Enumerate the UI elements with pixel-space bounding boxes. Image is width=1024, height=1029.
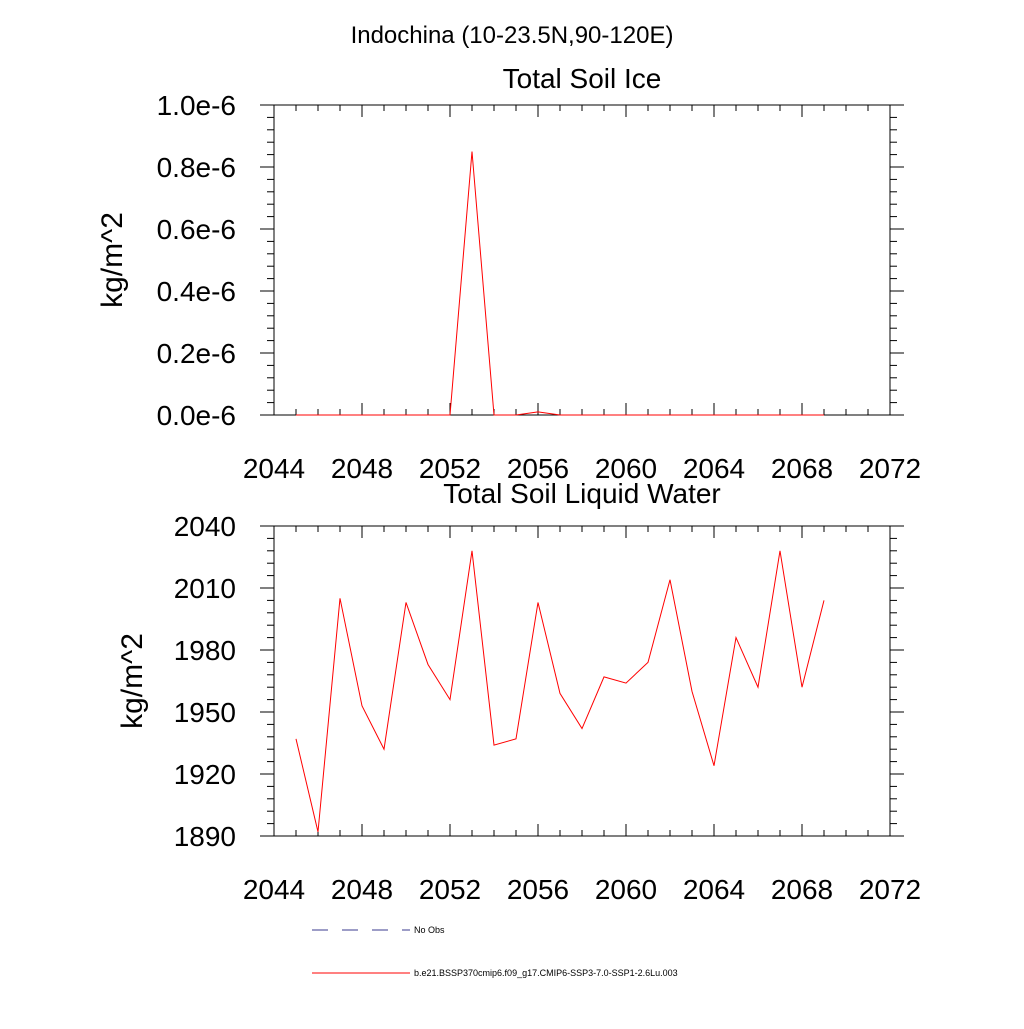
x-tick-label: 2060 xyxy=(595,453,657,484)
x-tick-label: 2052 xyxy=(419,453,481,484)
y-tick-label: 1950 xyxy=(174,697,236,728)
x-tick-label: 2060 xyxy=(595,874,657,905)
y-tick-label: 1920 xyxy=(174,759,236,790)
x-tick-label: 2072 xyxy=(859,453,921,484)
chart-title: Total Soil Ice xyxy=(503,63,662,94)
x-tick-label: 2052 xyxy=(419,874,481,905)
y-tick-label: 1890 xyxy=(174,821,236,852)
x-tick-label: 2072 xyxy=(859,874,921,905)
y-tick-label: 2010 xyxy=(174,573,236,604)
legend-label: b.e21.BSSP370cmip6.f09_g17.CMIP6-SSP3-7.… xyxy=(414,968,678,978)
x-tick-label: 2044 xyxy=(243,874,305,905)
legend-item: No Obs xyxy=(312,925,445,935)
series-line-1 xyxy=(295,550,825,832)
x-tick-label: 2064 xyxy=(683,874,745,905)
x-tick-label: 2068 xyxy=(771,874,833,905)
x-tick-label: 2056 xyxy=(507,874,569,905)
plot-frame xyxy=(273,525,891,837)
legend-item: b.e21.BSSP370cmip6.f09_g17.CMIP6-SSP3-7.… xyxy=(312,968,678,978)
y-tick-label: 0.0e-6 xyxy=(157,400,236,431)
x-tick-label: 2048 xyxy=(331,453,393,484)
y-tick-label: 0.4e-6 xyxy=(157,276,236,307)
y-tick-label: 0.6e-6 xyxy=(157,214,236,245)
y-tick-label: 2040 xyxy=(174,511,236,542)
y-tick-label: 0.8e-6 xyxy=(157,152,236,183)
y-axis-label: kg/m^2 xyxy=(116,633,149,729)
plot-frame xyxy=(273,104,891,416)
x-tick-label: 2044 xyxy=(243,453,305,484)
legend-label: No Obs xyxy=(414,925,445,935)
y-axis-label: kg/m^2 xyxy=(96,212,129,308)
figure-title: Indochina (10-23.5N,90-120E) xyxy=(351,22,674,49)
x-tick-label: 2068 xyxy=(771,453,833,484)
x-tick-label: 2056 xyxy=(507,453,569,484)
x-tick-label: 2048 xyxy=(331,874,393,905)
chart-panel-2: Total Soil Liquid Water kg/m^2 2044 2048 205… xyxy=(116,478,921,905)
y-tick-label: 0.2e-6 xyxy=(157,338,236,369)
chart-panel-1: Total Soil Ice kg/m^2 2044 2048 2052 2056 2060… xyxy=(96,63,921,484)
series-line-1 xyxy=(296,151,824,416)
y-tick-label: 1980 xyxy=(174,635,236,666)
x-tick-label: 2064 xyxy=(683,453,745,484)
y-tick-label: 1.0e-6 xyxy=(157,90,236,121)
legend: No Obs b.e21.BSSP370cmip6.f09_g17.CMIP6-S… xyxy=(312,925,678,978)
chart-title: Total Soil Liquid Water xyxy=(443,478,721,509)
